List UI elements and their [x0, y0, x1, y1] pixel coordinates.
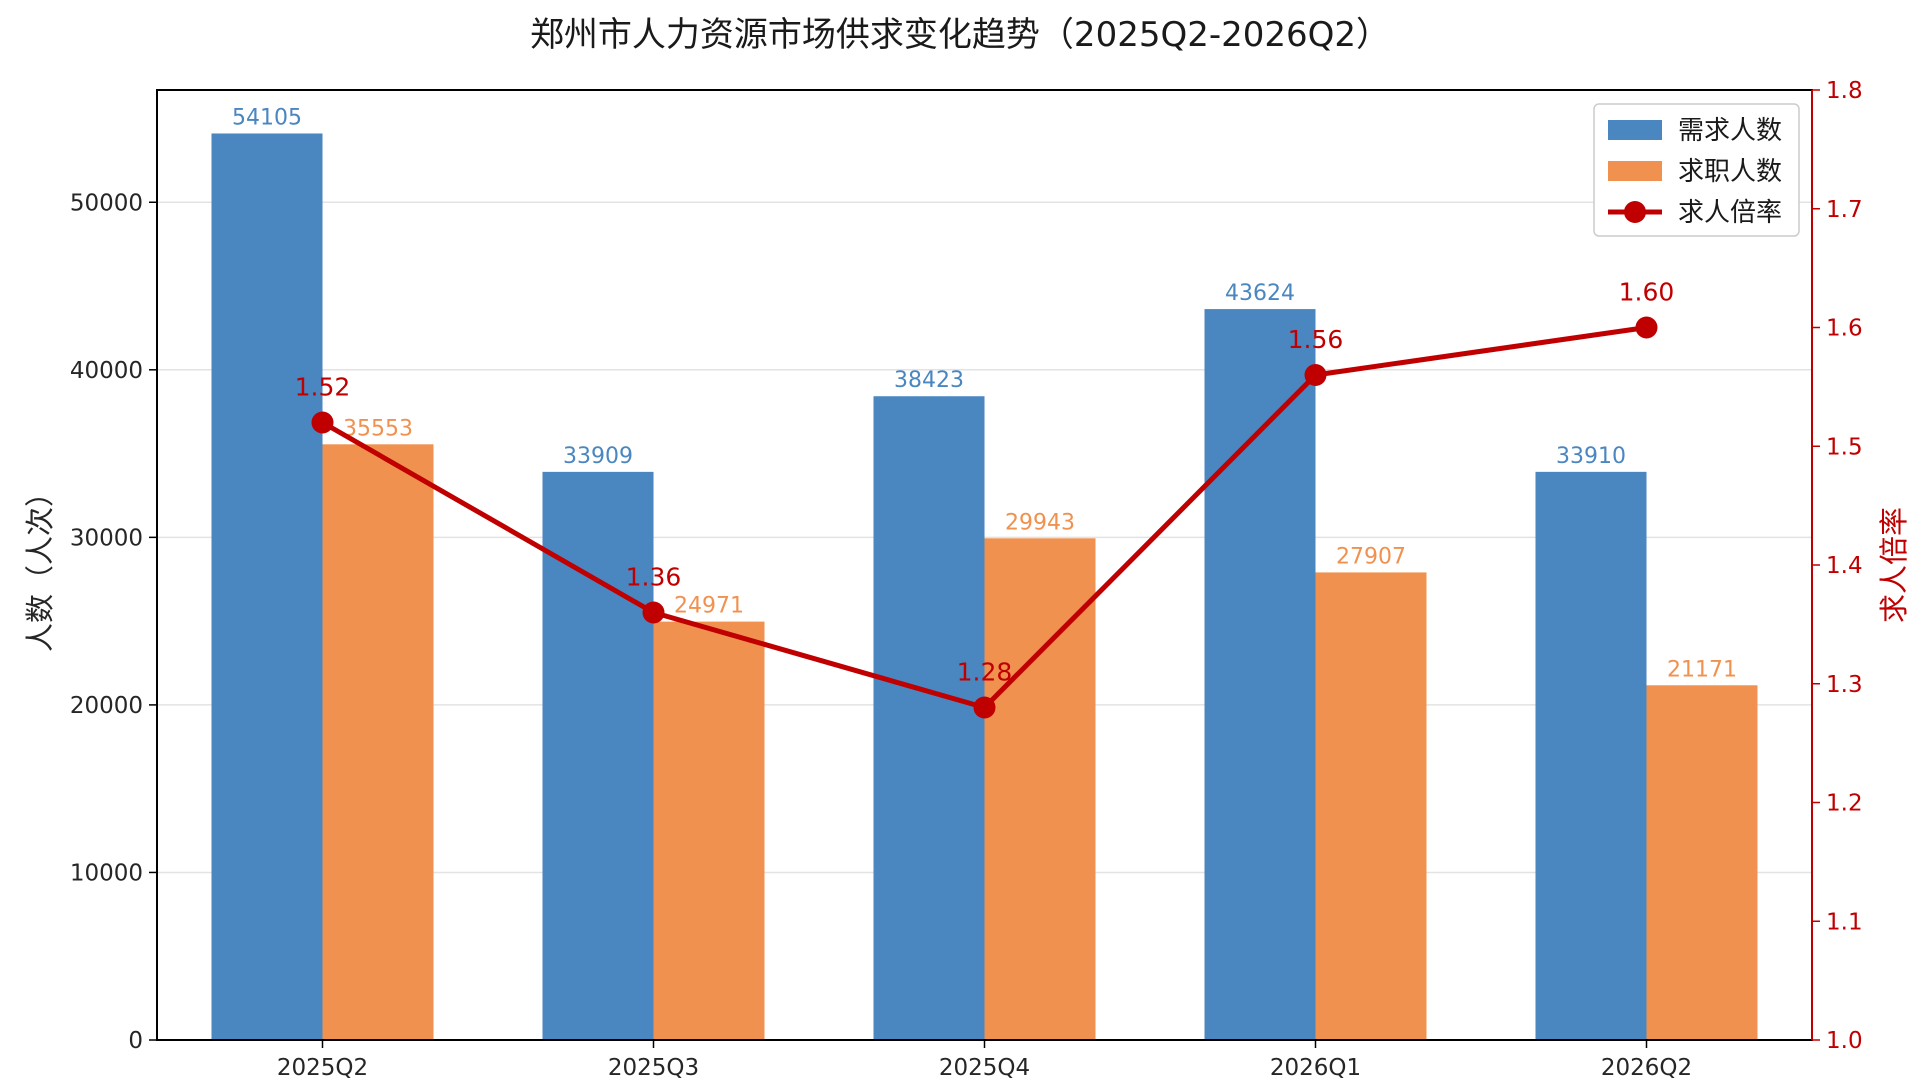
y-tick-label: 50000 [70, 190, 143, 216]
demand-value-label: 33910 [1556, 444, 1626, 469]
demand-value-label: 33909 [563, 444, 633, 469]
chart-title: 郑州市人力资源市场供求变化趋势（2025Q2-2026Q2） [530, 15, 1390, 55]
bar-value-labels: 54105 33909 38423 43624 33910 35553 24971 29943… [232, 105, 1737, 682]
y2-tick-label: 1.7 [1826, 197, 1863, 223]
ratio-value-label: 1.52 [295, 373, 351, 402]
y2-tick-label: 1.2 [1826, 791, 1863, 817]
legend-ratio-marker [1624, 201, 1646, 223]
seeker-value-label: 27907 [1336, 544, 1406, 569]
ratio-line: 1.52 1.36 1.28 1.56 1.60 [295, 278, 1675, 719]
y2-tick-label: 1.8 [1826, 78, 1863, 104]
seeker-value-label: 21171 [1667, 657, 1737, 682]
axes: 0 10000 20000 30000 40000 50000 1.0 1.1 1.2 1.3 1.… [70, 78, 1863, 1081]
demand-bar [211, 133, 323, 1041]
y-tick-label: 0 [128, 1028, 143, 1054]
x-tick-label: 2025Q3 [608, 1055, 699, 1081]
bars [211, 133, 1758, 1041]
seeker-bar [984, 538, 1096, 1040]
y2-tick-label: 1.5 [1826, 434, 1863, 460]
ratio-value-label: 1.36 [626, 563, 682, 592]
demand-value-label: 43624 [1225, 281, 1295, 306]
legend-demand-label: 需求人数 [1678, 116, 1782, 146]
ratio-point [973, 696, 996, 719]
seeker-bar [322, 444, 434, 1040]
y2-tick-label: 1.3 [1826, 672, 1863, 698]
seeker-value-label: 35553 [343, 416, 413, 441]
seeker-bar [653, 621, 765, 1040]
x-tick-label: 2025Q4 [939, 1055, 1030, 1081]
seeker-value-label: 29943 [1005, 510, 1075, 535]
x-tick-label: 2026Q2 [1601, 1055, 1692, 1081]
y2-tick-label: 1.1 [1826, 909, 1863, 935]
seeker-bar [1315, 572, 1427, 1040]
y2-tick-label: 1.0 [1826, 1028, 1863, 1054]
legend-demand-swatch [1608, 120, 1662, 140]
y-tick-label: 40000 [70, 358, 143, 384]
demand-value-label: 54105 [232, 105, 302, 130]
y-tick-label: 10000 [70, 860, 143, 886]
demand-bar [1535, 471, 1647, 1041]
y2-axis-label: 求人倍率 [1877, 507, 1911, 623]
x-tick-label: 2026Q1 [1270, 1055, 1361, 1081]
ratio-point [642, 601, 665, 624]
ratio-value-label: 1.60 [1619, 278, 1675, 307]
seeker-bar [1646, 685, 1758, 1040]
demand-bar [1204, 309, 1316, 1040]
y2-tick-label: 1.4 [1826, 553, 1863, 579]
legend-seeker-label: 求职人数 [1678, 157, 1782, 187]
ratio-value-label: 1.28 [957, 658, 1013, 687]
y-tick-label: 20000 [70, 693, 143, 719]
legend-ratio-label: 求人倍率 [1678, 198, 1782, 228]
ratio-point [1635, 316, 1658, 339]
demand-bar [873, 396, 985, 1040]
demand-bar [542, 471, 654, 1040]
demand-value-label: 38423 [894, 368, 964, 393]
y2-tick-label: 1.6 [1826, 316, 1863, 342]
y-tick-label: 30000 [70, 525, 143, 551]
ratio-point [311, 411, 334, 434]
ratio-value-label: 1.56 [1288, 325, 1344, 354]
legend-seeker-swatch [1608, 161, 1662, 181]
ratio-point [1304, 364, 1327, 386]
y-axis-label: 人数（人次） [23, 478, 57, 652]
x-tick-label: 2025Q2 [277, 1055, 368, 1081]
seeker-value-label: 24971 [674, 594, 744, 619]
